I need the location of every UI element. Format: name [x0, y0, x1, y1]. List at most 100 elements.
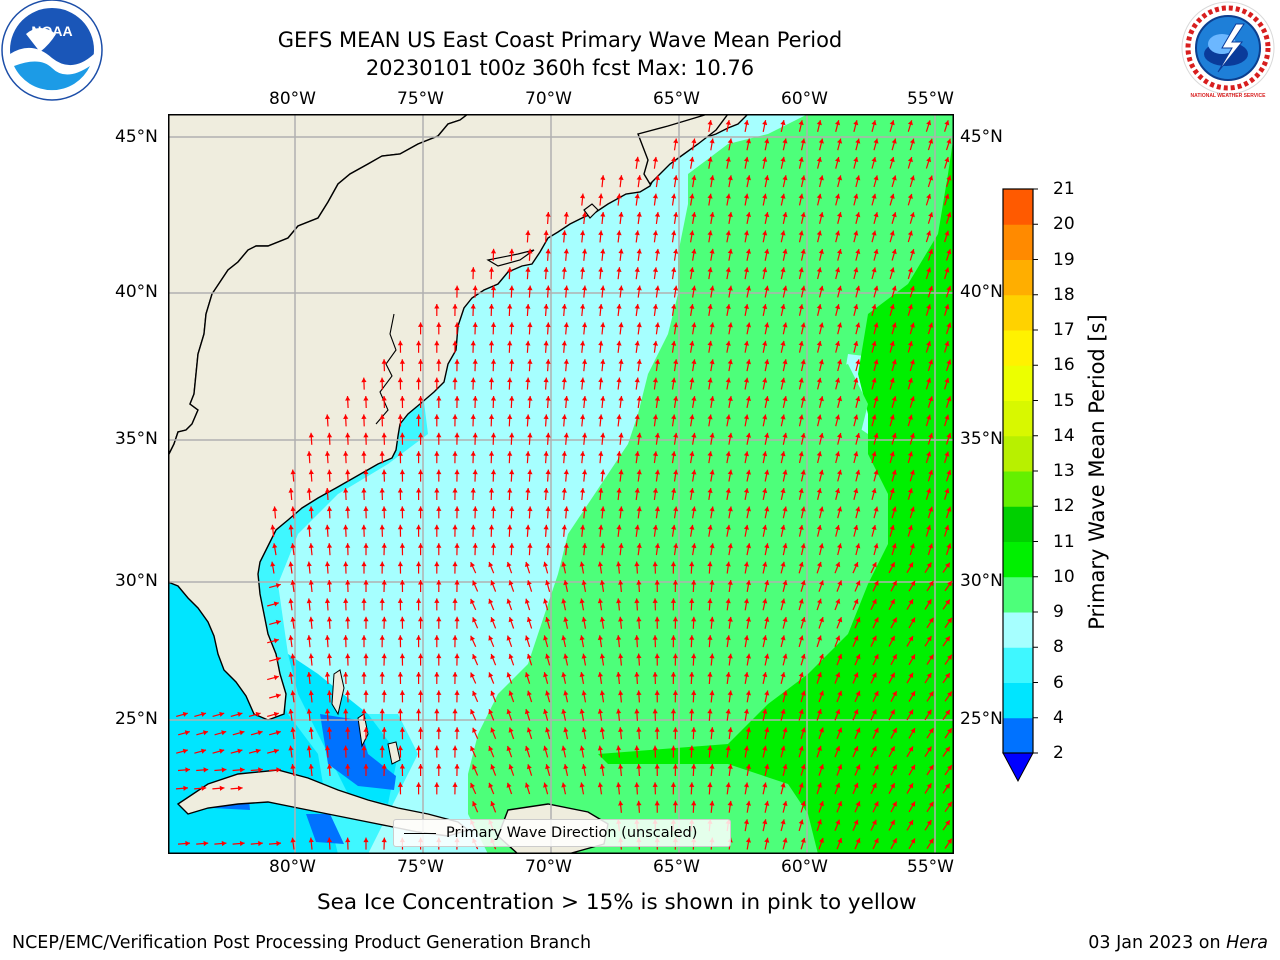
wave-arrow-head — [275, 619, 281, 625]
wave-arrow-head — [689, 672, 695, 677]
wave-arrow-head — [907, 193, 913, 199]
wave-arrow-head — [308, 469, 314, 475]
wave-arrow-head — [343, 524, 349, 530]
wave-arrow-head — [507, 304, 513, 309]
wave-arrow-head — [563, 285, 569, 291]
wave-arrow-head — [545, 764, 551, 770]
wave-arrow-head — [652, 267, 658, 273]
wave-arrow-head — [689, 451, 695, 457]
wave-arrow-head — [579, 672, 585, 677]
wave-arrow-head — [616, 451, 622, 456]
wave-arrow-head — [926, 120, 932, 126]
wave-arrow-head — [579, 745, 585, 751]
wave-arrow-head — [416, 451, 422, 456]
wave-arrow-head — [543, 635, 549, 641]
wave-arrow-head — [725, 193, 731, 199]
wave-arrow-head — [798, 598, 804, 604]
wave-arrow-head — [727, 506, 733, 512]
wave-arrow-head — [798, 157, 804, 162]
wave-arrow-head — [855, 543, 861, 549]
wave-arrow-head — [363, 837, 369, 843]
wave-arrow-head — [816, 377, 822, 383]
colorbar-swatch — [1003, 506, 1033, 542]
wave-arrow-head — [745, 506, 751, 512]
wave-arrow-head — [691, 248, 697, 254]
wave-arrow-head — [258, 840, 263, 847]
wave-arrow-head — [946, 175, 952, 181]
wave-arrow-head — [926, 709, 932, 715]
wave-arrow-head — [397, 377, 403, 383]
wave-arrow-head — [488, 635, 494, 641]
period-band-2-4 — [320, 714, 396, 790]
wave-arrow-head — [434, 598, 440, 603]
wave-arrow-head — [581, 653, 587, 659]
wave-arrow-head — [561, 451, 567, 456]
wave-arrow-head — [853, 598, 859, 605]
wave-arrow-head — [853, 488, 859, 494]
wave-arrow-head — [889, 451, 895, 457]
wave-arrow-head — [526, 727, 532, 733]
wave-arrow-head — [835, 230, 841, 236]
wave-arrow-head — [618, 322, 624, 328]
wave-arrow-head — [671, 193, 677, 199]
wave-arrow-head — [691, 800, 697, 806]
wave-arrow-head — [470, 746, 475, 752]
wave-arrow-head — [452, 414, 458, 419]
wave-arrow-head — [636, 616, 642, 622]
wave-arrow-head — [891, 175, 897, 181]
wave-arrow-head — [597, 782, 603, 788]
wave-arrow-head — [454, 396, 460, 401]
legend-line-swatch — [404, 832, 436, 834]
wave-arrow-head — [782, 690, 788, 696]
wave-arrow-head — [472, 469, 478, 475]
wave-arrow-head — [835, 709, 841, 715]
wave-arrow-head — [910, 764, 915, 770]
wave-arrow-head — [835, 341, 841, 346]
colorbar-swatch — [1003, 365, 1033, 401]
wave-arrow-head — [745, 727, 751, 733]
wave-arrow-head — [873, 654, 879, 660]
wave-arrow-head — [326, 690, 333, 696]
wave-arrow-head — [907, 341, 913, 347]
wave-arrow-head — [762, 745, 768, 751]
wave-arrow-head — [798, 672, 804, 678]
wave-arrow-head — [871, 599, 877, 605]
wave-arrow-head — [654, 285, 660, 291]
wave-arrow-head — [944, 488, 950, 494]
wave-arrow-head — [598, 267, 604, 272]
wave-arrow-head — [434, 304, 440, 309]
wave-arrow-head — [597, 635, 603, 641]
wave-arrow-head — [454, 359, 460, 364]
map-legend: Primary Wave Direction (unscaled) — [393, 819, 731, 847]
wave-arrow-head — [418, 396, 424, 401]
wave-arrow-head — [509, 322, 515, 327]
wave-arrow-head — [654, 690, 660, 695]
wave-arrow-head — [855, 838, 861, 844]
wave-arrow-head — [221, 730, 227, 736]
wave-arrow-head — [582, 543, 588, 548]
wave-arrow-head — [545, 469, 551, 475]
wave-arrow-head — [837, 543, 843, 549]
wave-arrow-head — [600, 359, 606, 364]
wave-arrow-head — [308, 616, 314, 622]
wave-arrow-head — [652, 340, 658, 346]
wave-arrow-head — [273, 748, 279, 754]
wave-arrow-head — [928, 285, 934, 291]
wave-arrow-head — [579, 561, 585, 567]
wave-arrow-head — [470, 340, 476, 346]
wave-arrow-head — [908, 672, 913, 678]
wave-arrow-head — [855, 654, 861, 660]
wave-arrow-head — [818, 175, 824, 181]
wave-arrow-head — [580, 377, 586, 383]
wave-arrow-head — [819, 727, 824, 733]
wave-arrow-head — [326, 616, 333, 622]
wave-arrow-head — [379, 635, 385, 640]
wave-arrow-head — [910, 838, 915, 844]
wave-arrow-head — [361, 524, 367, 530]
wave-arrow-head — [835, 414, 841, 420]
wave-arrow-head — [673, 506, 679, 512]
wave-arrow-head — [764, 837, 770, 843]
wave-arrow-head — [363, 432, 369, 438]
wave-arrow-head — [636, 432, 642, 438]
wave-arrow-head — [361, 745, 367, 751]
